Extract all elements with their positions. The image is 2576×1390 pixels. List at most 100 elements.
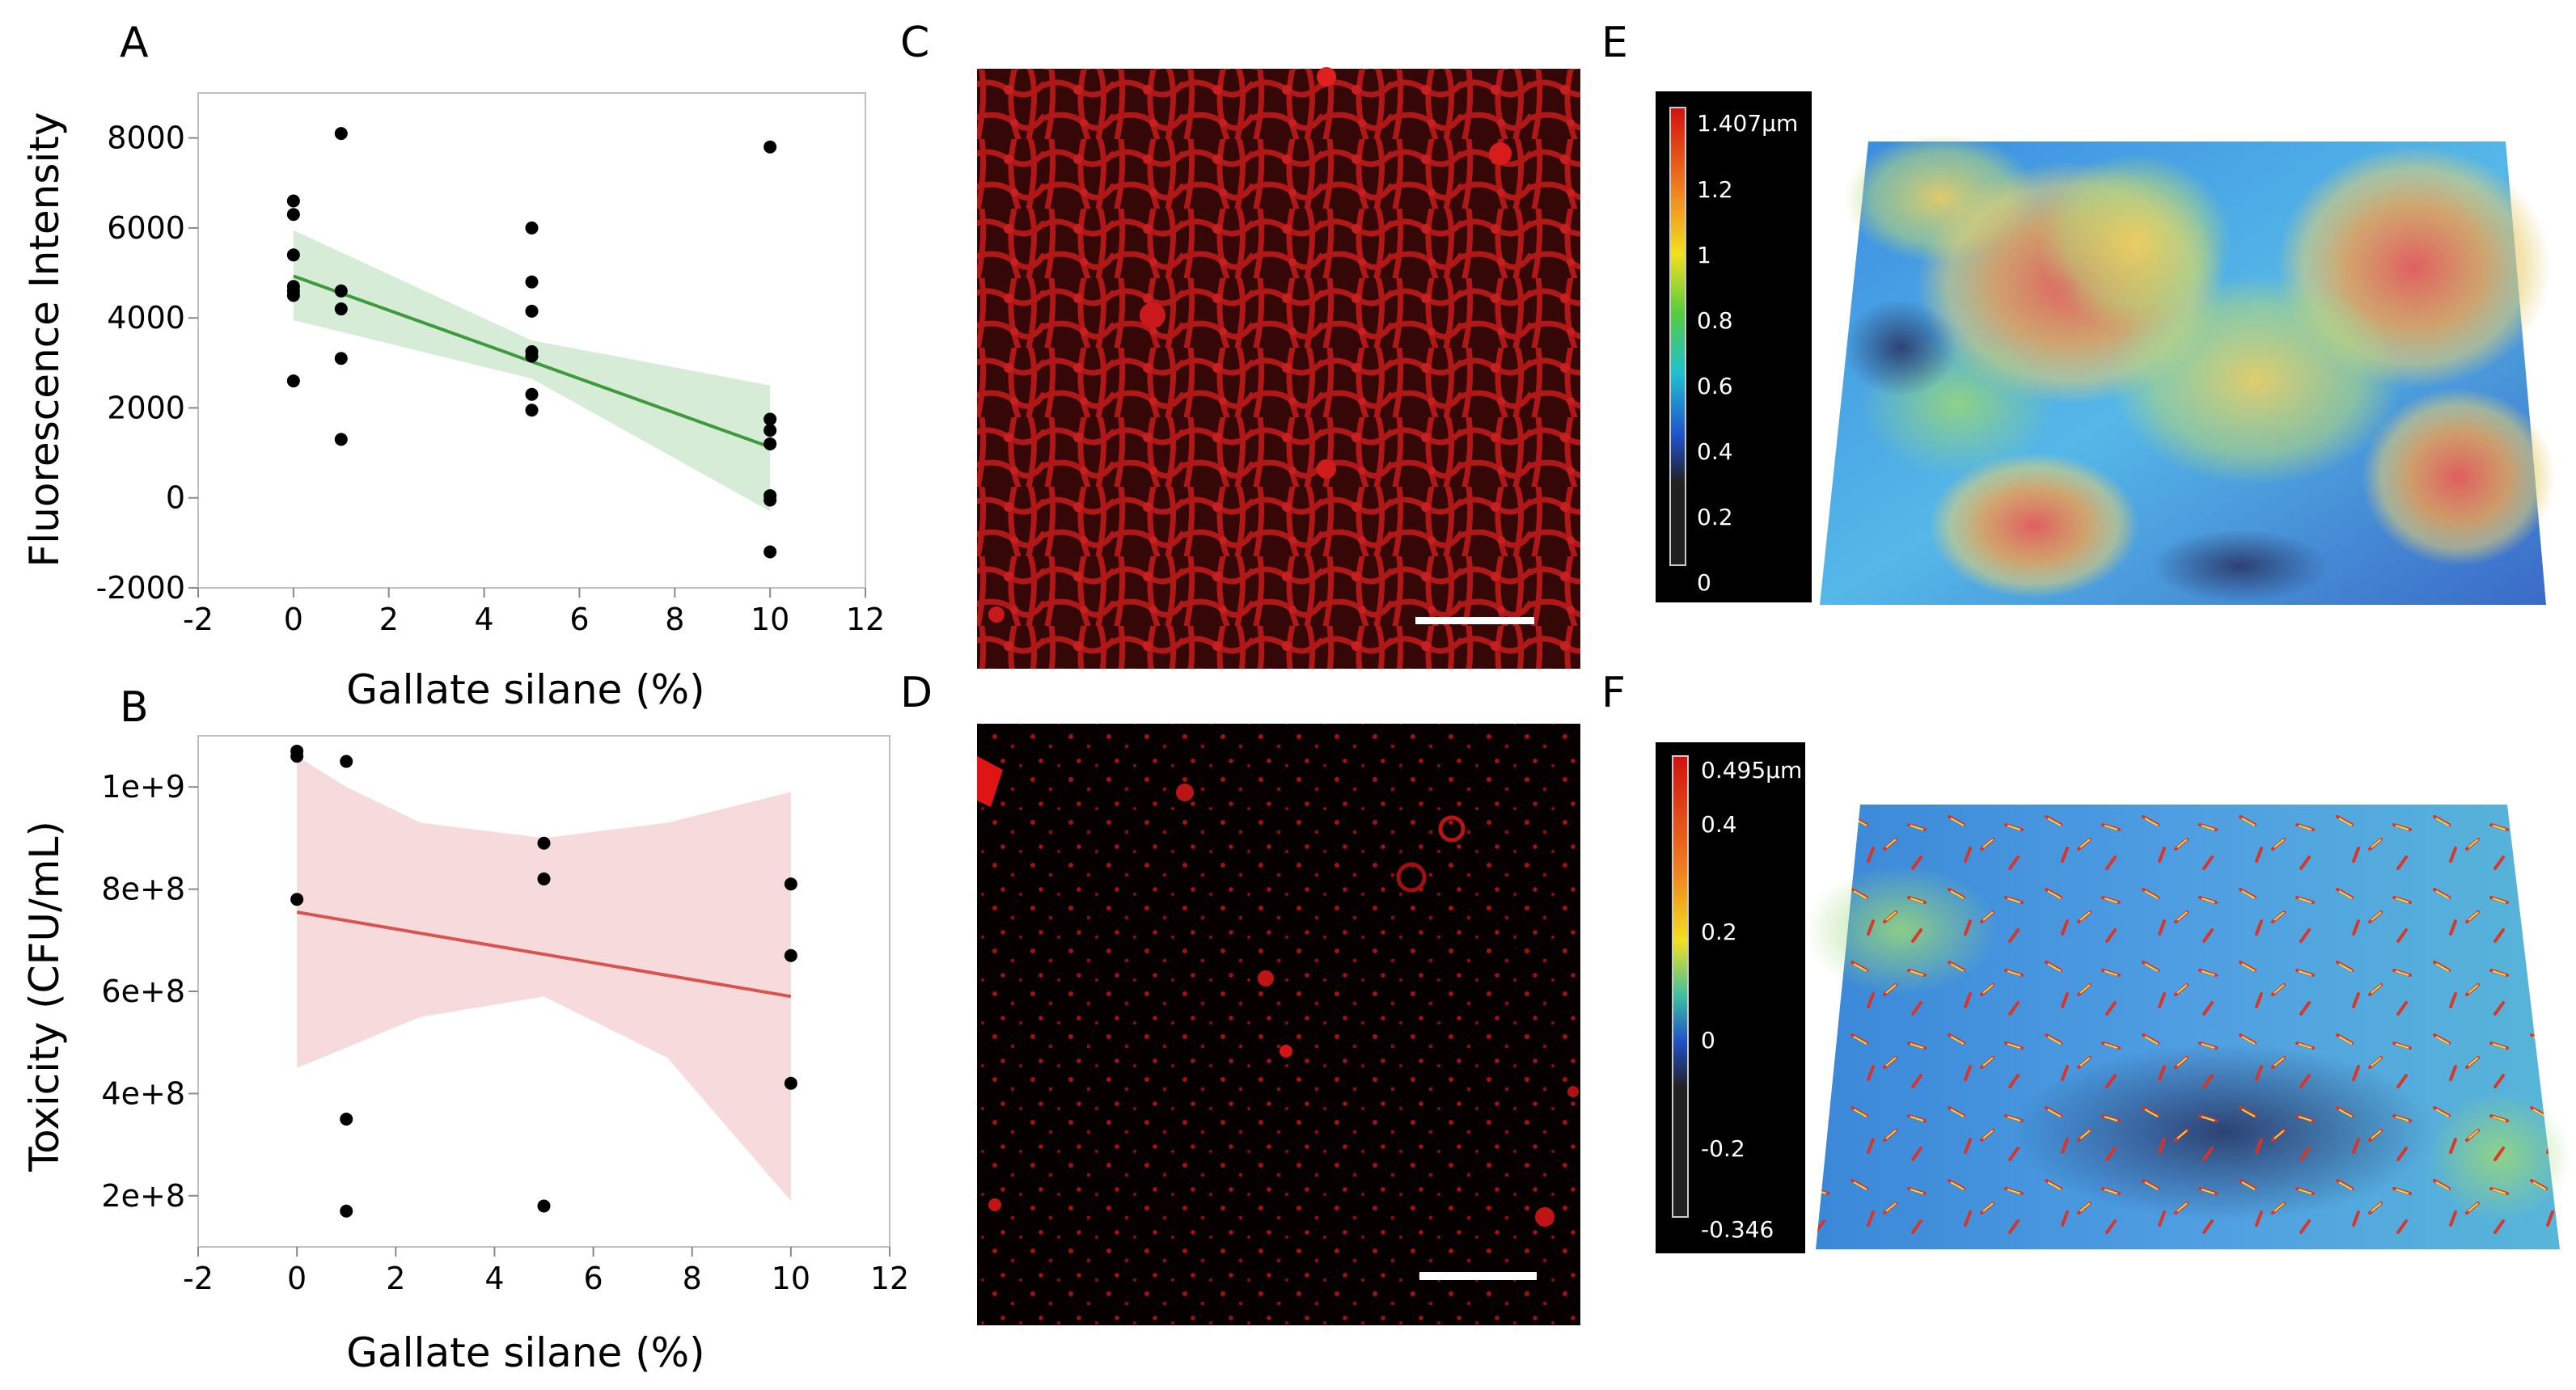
- chart-a-ytick-label: 6000: [107, 210, 185, 246]
- chart-a-frame: [197, 92, 866, 589]
- surface-map-e: [1820, 133, 2556, 605]
- chart-b-point: [537, 872, 551, 885]
- chart-a-xtick-label: 0: [284, 602, 303, 637]
- chart-a-point: [334, 127, 348, 141]
- chart-b-xtick-label: 10: [772, 1261, 810, 1296]
- colorbar-e-label: 1.407µm: [1697, 110, 1798, 137]
- panel-label-d: D: [900, 669, 933, 717]
- micrograph-c-image: [977, 69, 1580, 669]
- scale-bar-c: [1415, 617, 1534, 624]
- chart-a-point: [334, 284, 348, 298]
- chart-a-point: [525, 403, 539, 417]
- chart-b-xtick-label: 8: [683, 1261, 702, 1296]
- scale-bar-d: [1419, 1272, 1537, 1280]
- chart-b-point: [340, 1204, 353, 1218]
- chart-b-ytick-label: 2e+8: [101, 1178, 185, 1214]
- chart-a-point: [286, 289, 300, 302]
- colorbar-f-label: -0.346: [1701, 1216, 1774, 1243]
- chart-a-ytick-label: 2000: [107, 390, 185, 425]
- chart-a-xtick-label: 10: [751, 602, 789, 637]
- chart-b-confidence-band: [297, 756, 791, 1202]
- chart-b-ytick-label: 6e+8: [101, 974, 185, 1009]
- chart-a-point: [763, 545, 777, 559]
- chart-a-point: [525, 387, 539, 401]
- chart-b-ylabel: Toxicity (CFU/mL): [21, 821, 68, 1172]
- chart-a-ylabel: Fluorescence Intensity: [21, 112, 68, 568]
- chart-b-point: [784, 948, 797, 962]
- colorbar-f-label: 0.495µm: [1701, 757, 1802, 784]
- chart-a-ytick-label: 0: [166, 480, 185, 516]
- chart-a-xtick-label: 8: [665, 602, 684, 637]
- colorbar-f-label: 0.2: [1701, 919, 1737, 945]
- chart-b-xtick-label: 6: [583, 1261, 603, 1296]
- chart-b-point: [537, 1199, 551, 1213]
- colorbar-e-label: 0.8: [1697, 307, 1733, 334]
- chart-b-xtick-label: 4: [484, 1261, 504, 1296]
- colorbar-e: 1.407µm 1.2 1 0.8 0.6 0.4 0.2 0: [1656, 91, 1812, 602]
- colorbar-f-label: 0: [1701, 1027, 1715, 1054]
- chart-b-point: [340, 754, 353, 768]
- chart-a-point: [334, 302, 348, 316]
- panel-label-b: B: [120, 683, 149, 732]
- colorbar-e-label: 0.6: [1697, 373, 1733, 399]
- chart-a-point: [763, 437, 777, 450]
- micrograph-c: [977, 67, 1580, 669]
- chart-b-fit-line: [296, 910, 792, 999]
- colorbar-e-label: 0.2: [1697, 504, 1733, 530]
- chart-b-ytick-label: 1e+9: [101, 769, 185, 805]
- chart-a-point: [525, 221, 539, 234]
- chart-b-point: [290, 893, 304, 906]
- chart-a-point: [286, 208, 300, 222]
- micrograph-d: [977, 724, 1580, 1325]
- chart-b-xlabel: Gallate silane (%): [346, 1329, 704, 1376]
- chart-b-ytick-label: 8e+8: [101, 872, 185, 907]
- colorbar-f-label: 0.4: [1701, 811, 1737, 838]
- chart-a-xtick-label: -2: [183, 602, 214, 637]
- chart-a-point: [525, 349, 539, 363]
- colorbar-e-label: 0.4: [1697, 438, 1733, 465]
- chart-a-point: [286, 248, 300, 262]
- chart-a-point: [763, 424, 777, 437]
- chart-a-point: [763, 412, 777, 426]
- chart-b-ytick-label: 4e+8: [101, 1075, 185, 1111]
- chart-a-point: [525, 275, 539, 289]
- chart-a: -2 0 2 4 6 8 10 12 -2000 0 2000 4000 6000 8000 Galla…: [21, 92, 885, 713]
- chart-b-point: [537, 836, 551, 850]
- chart-b-xtick-label: 12: [870, 1261, 909, 1296]
- chart-b-xtick-label: 2: [386, 1261, 405, 1296]
- chart-a-point: [334, 433, 348, 446]
- chart-b-point: [784, 877, 797, 891]
- colorbar-e-label: 1: [1697, 242, 1711, 268]
- chart-b-point: [290, 750, 304, 763]
- panel-label-e: E: [1601, 19, 1628, 67]
- chart-a-point: [763, 140, 777, 154]
- panel-label-c: C: [900, 19, 929, 67]
- panel-label-f: F: [1601, 669, 1626, 717]
- micrograph-d-image: [977, 724, 1580, 1325]
- chart-a-xtick-label: 2: [379, 602, 399, 637]
- chart-b-point: [784, 1076, 797, 1090]
- chart-a-xlabel: Gallate silane (%): [346, 666, 704, 713]
- chart-b-point: [340, 1113, 353, 1126]
- chart-a-point: [286, 374, 300, 388]
- chart-a-xtick-label: 12: [846, 602, 885, 637]
- chart-b-xtick-label: 0: [287, 1261, 307, 1296]
- chart-a-point: [763, 493, 777, 507]
- chart-a-xtick-label: 4: [474, 602, 493, 637]
- chart-a-confidence-band: [293, 230, 771, 512]
- colorbar-f-label: -0.2: [1701, 1135, 1745, 1162]
- chart-a-ytick-label: 8000: [107, 120, 185, 156]
- chart-a-point: [286, 194, 300, 208]
- chart-b-xtick-label: -2: [183, 1261, 214, 1296]
- chart-b: -2 0 2 4 6 8 10 12 2e+8 4e+8 6e+8 8e+8 1e+9 Gallate…: [21, 735, 909, 1376]
- panel-label-a: A: [120, 19, 149, 67]
- colorbar-e-label: 1.2: [1697, 176, 1733, 203]
- chart-a-point: [334, 352, 348, 365]
- colorbar-e-label: 0: [1697, 569, 1711, 596]
- colorbar-f: 0.495µm 0.4 0.2 0 -0.2 -0.346: [1656, 742, 1805, 1253]
- surface-map-f: [1804, 805, 2572, 1249]
- chart-a-ytick-label: -2000: [96, 570, 185, 606]
- chart-a-point: [525, 304, 539, 318]
- chart-a-ytick-label: 4000: [107, 300, 185, 336]
